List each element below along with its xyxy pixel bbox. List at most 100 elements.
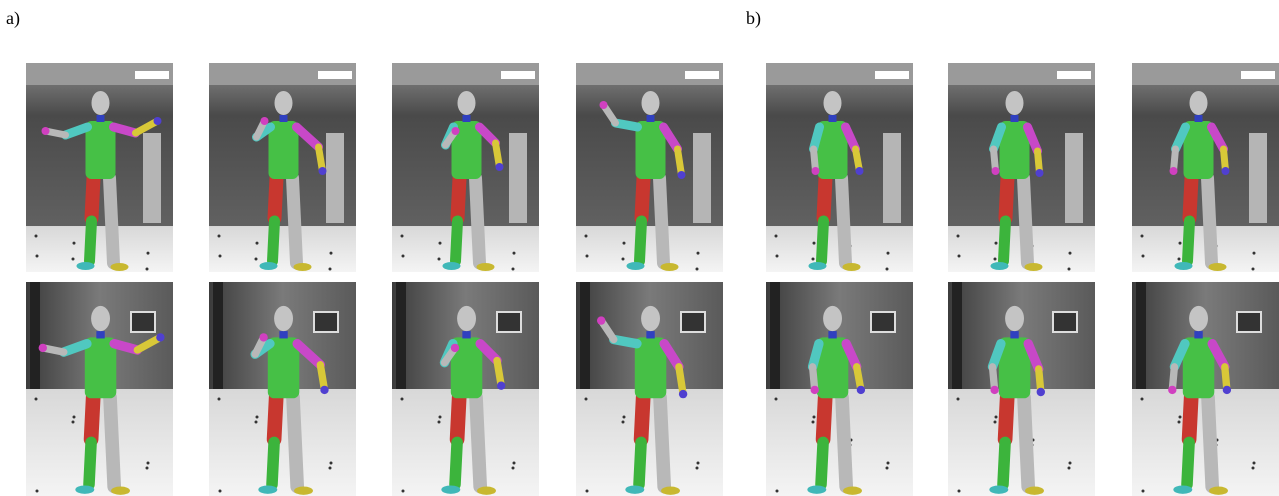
floor-mark [995,242,998,245]
floor-mark [623,242,626,245]
neck [1011,115,1019,122]
left-thigh [1005,397,1007,439]
floor-mark [812,258,815,261]
left-shin [273,221,275,261]
right-leg [1208,178,1212,263]
right-leg [476,397,480,486]
floor-mark [1068,467,1071,470]
right-leg [293,178,297,263]
floor-mark [813,416,816,419]
floor-mark [623,416,626,419]
cabinet [1249,133,1267,223]
right-hand [156,333,164,341]
right-hand [320,386,328,394]
floor-mark [256,416,259,419]
left-foot [77,262,95,270]
floor-mark [147,252,150,255]
left-thigh [458,178,460,218]
right-foot [1209,487,1228,495]
light [685,71,719,79]
floor-mark [1178,421,1181,424]
left-shin [640,221,642,261]
head [275,91,293,115]
right-hand [1037,388,1045,396]
light [1241,71,1275,79]
floor-mark [513,462,516,465]
left-foot [75,485,94,493]
floor-mark [696,268,699,271]
floor-mark [585,398,588,401]
head [91,306,110,331]
left-foot [443,262,461,270]
door [952,282,962,389]
head [642,91,660,115]
floor-mark [1253,462,1256,465]
right-foot [477,263,495,271]
left-shin [272,442,274,484]
neck [828,331,836,338]
thumbnail [576,63,723,272]
left-hand [39,344,47,352]
door [580,282,590,389]
floor-mark [995,416,998,419]
neck [646,331,654,338]
floor-mark [994,421,997,424]
left-thigh [642,178,644,218]
floor-mark [622,421,625,424]
right-leg [842,178,846,263]
left-thigh [92,178,94,218]
cabinet [883,133,901,223]
panel-label: b) [746,8,761,29]
left-hand [811,386,819,394]
thumbnail [948,63,1095,272]
floor-mark [957,235,960,238]
floor-mark [1252,268,1255,271]
floor-mark [513,252,516,255]
floor-mark [146,268,149,271]
monitor [681,312,705,332]
floor-mark [1178,258,1181,261]
thumbnails [26,63,1279,496]
head [274,306,293,331]
right-foot [661,263,679,271]
left-thigh [274,397,276,439]
right-foot [1025,263,1043,271]
floor-mark [697,462,700,465]
floor-mark [1069,462,1072,465]
floor-mark [887,252,890,255]
floor-mark [36,255,39,258]
floor-mark [622,258,625,261]
neck [829,115,837,122]
monitor [314,312,338,332]
thumbnail [209,63,356,272]
light [318,71,352,79]
left-hand [1170,167,1178,175]
right-leg [293,397,297,486]
floor-mark [255,258,258,261]
thumbnail [1132,63,1279,272]
door [1136,282,1146,389]
monitor [1237,312,1261,332]
cabinet [143,133,161,223]
left-shin [639,442,641,484]
floor-mark [958,490,961,493]
floor-mark [255,421,258,424]
right-leg [110,178,114,263]
neck [1195,115,1203,122]
head [92,91,110,115]
left-thigh [824,178,826,218]
left-shin [822,221,824,261]
right-foot [477,487,496,495]
left-shin [90,221,92,261]
monitor [871,312,895,332]
head [458,91,476,115]
cabinet [693,133,711,223]
floor-mark [218,235,221,238]
floor-mark [330,252,333,255]
right-leg [1024,178,1028,263]
thumbnail [26,282,173,496]
left-shin [89,442,91,484]
head [1005,306,1024,331]
floor-mark [994,258,997,261]
floor-mark [438,258,441,261]
